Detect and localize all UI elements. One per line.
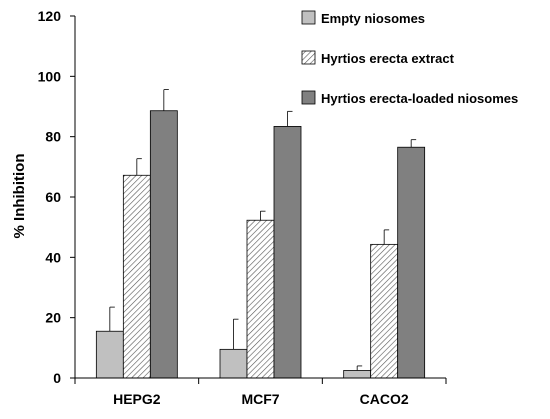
bars-group xyxy=(95,110,426,379)
y-tick-label-60: 60 xyxy=(45,189,61,205)
legend-label-3: Hyrtios erecta-loaded niosomes xyxy=(321,91,518,106)
bar-hepg2-series-2 xyxy=(122,174,151,379)
y-axis-label: % Inhibition xyxy=(11,154,28,239)
legend-label-2: Hyrtios erecta extract xyxy=(321,51,455,66)
legend: Empty niosomes Hyrtios erecta extract Hyrt… xyxy=(301,10,518,106)
y-tick-label-100: 100 xyxy=(38,68,62,84)
bar-caco2-series-2 xyxy=(370,243,399,379)
y-ticks-group: 0 20 40 60 80 100 120 xyxy=(38,8,75,386)
y-tick-label-0: 0 xyxy=(53,370,61,386)
legend-label-1: Empty niosomes xyxy=(321,11,425,26)
bar-caco2-series-3 xyxy=(397,146,426,379)
x-tick-label-caco2: CACO2 xyxy=(360,391,409,407)
y-tick-label-80: 80 xyxy=(45,129,61,145)
legend-swatch-1 xyxy=(301,10,316,25)
y-tick-label-20: 20 xyxy=(45,310,61,326)
bar-mcf7-series-3 xyxy=(273,126,302,379)
legend-swatch-2 xyxy=(301,50,316,65)
bar-hepg2-series-3 xyxy=(149,110,178,379)
x-tick-label-mcf7: MCF7 xyxy=(241,391,279,407)
error-bars-group xyxy=(109,89,417,371)
bar-hepg2-series-1 xyxy=(95,330,124,379)
y-tick-label-40: 40 xyxy=(45,249,61,265)
x-ticks-group: HEPG2 MCF7 CACO2 xyxy=(74,378,447,407)
bar-mcf7-series-1 xyxy=(219,348,248,379)
y-tick-label-120: 120 xyxy=(38,8,62,24)
legend-swatch-3 xyxy=(301,90,316,105)
bar-caco2-series-1 xyxy=(343,370,372,379)
x-tick-label-hepg2: HEPG2 xyxy=(113,391,161,407)
bar-mcf7-series-2 xyxy=(246,219,275,379)
